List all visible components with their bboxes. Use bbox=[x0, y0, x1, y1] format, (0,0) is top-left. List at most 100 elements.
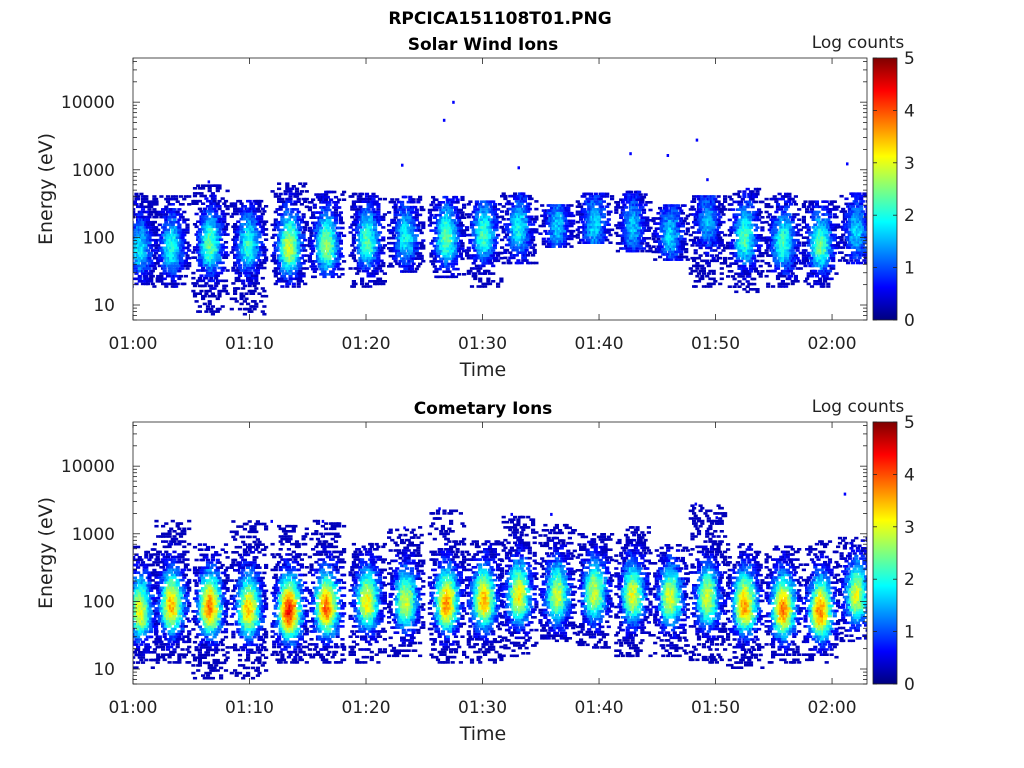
heatmap-cell bbox=[491, 272, 496, 275]
heatmap-cell bbox=[217, 225, 222, 229]
heatmap-cell bbox=[531, 230, 536, 234]
heatmap-cell bbox=[139, 213, 144, 216]
heatmap-cell bbox=[254, 210, 259, 213]
heatmap-cell bbox=[291, 226, 296, 229]
heatmap-cell bbox=[144, 244, 149, 247]
heatmap-cell bbox=[432, 244, 437, 248]
heatmap-cell bbox=[202, 207, 207, 211]
heatmap-cell bbox=[358, 244, 363, 247]
heatmap-cell bbox=[484, 205, 489, 209]
heatmap-cell bbox=[483, 285, 488, 288]
heatmap-cell bbox=[246, 302, 251, 306]
heatmap-cell bbox=[298, 277, 303, 281]
heatmap-cell bbox=[468, 269, 473, 273]
heatmap-cell bbox=[548, 224, 553, 228]
heatmap-cell bbox=[603, 236, 608, 239]
heatmap-cell bbox=[585, 236, 590, 239]
heatmap-cell bbox=[175, 274, 180, 278]
heatmap-cell bbox=[327, 262, 332, 266]
heatmap-cell bbox=[487, 259, 493, 263]
heatmap-cell bbox=[272, 228, 277, 232]
heatmap-cell bbox=[217, 187, 222, 190]
heatmap-cell bbox=[414, 257, 419, 260]
heatmap-cell bbox=[403, 221, 408, 224]
heatmap-cell bbox=[432, 237, 437, 240]
heatmap-cell bbox=[514, 200, 519, 203]
heatmap-cell bbox=[330, 213, 335, 217]
heatmap-cell bbox=[637, 229, 642, 232]
heatmap-cell bbox=[338, 219, 343, 222]
heatmap-cell bbox=[311, 213, 316, 217]
heatmap-cell bbox=[172, 251, 177, 255]
heatmap-cell bbox=[209, 276, 214, 280]
heatmap-cell bbox=[301, 272, 306, 275]
heatmap-cell bbox=[199, 259, 204, 262]
heatmap-cell bbox=[291, 223, 296, 227]
heatmap-cell bbox=[501, 261, 506, 265]
heatmap-cell bbox=[133, 213, 137, 216]
heatmap-cell bbox=[192, 294, 198, 298]
heatmap-cell bbox=[202, 302, 207, 306]
heatmap-cell bbox=[291, 285, 296, 288]
heatmap-cell bbox=[159, 236, 164, 239]
heatmap-cell bbox=[338, 242, 343, 245]
heatmap-cell bbox=[605, 220, 610, 224]
heatmap-cell bbox=[291, 228, 296, 232]
heatmap-cell bbox=[521, 192, 526, 195]
heatmap-cell bbox=[209, 310, 214, 313]
heatmap-cell bbox=[664, 209, 669, 213]
heatmap-cell bbox=[244, 307, 249, 311]
heatmap-cell bbox=[587, 223, 592, 226]
heatmap-cell bbox=[330, 265, 335, 268]
heatmap-cell bbox=[455, 255, 460, 258]
heatmap-cell bbox=[333, 211, 339, 214]
heatmap-cell bbox=[624, 231, 629, 235]
heatmap-cell bbox=[516, 261, 521, 265]
heatmap-cell bbox=[513, 207, 518, 211]
heatmap-cell bbox=[288, 200, 293, 203]
heatmap-cell bbox=[373, 223, 378, 227]
heatmap-cell bbox=[627, 195, 632, 199]
heatmap-cell bbox=[358, 200, 363, 203]
heatmap-cell bbox=[534, 215, 539, 219]
heatmap-cell bbox=[223, 241, 229, 244]
heatmap-cell bbox=[154, 246, 159, 250]
heatmap-cell bbox=[437, 275, 442, 279]
heatmap-cell bbox=[418, 229, 423, 232]
heatmap-cell bbox=[524, 259, 529, 262]
heatmap-cell bbox=[312, 206, 317, 209]
heatmap-cell bbox=[622, 247, 627, 250]
heatmap-cell bbox=[242, 312, 247, 316]
heatmap-cell bbox=[303, 249, 308, 252]
heatmap-cell bbox=[237, 199, 243, 203]
heatmap-cell bbox=[237, 271, 243, 275]
heatmap-cell bbox=[325, 234, 330, 237]
heatmap-cell bbox=[619, 216, 624, 219]
heatmap-cell bbox=[356, 215, 361, 219]
heatmap-cell bbox=[174, 285, 179, 288]
heatmap-cell bbox=[390, 265, 395, 268]
heatmap-cell bbox=[317, 198, 322, 201]
heatmap-cell bbox=[311, 262, 316, 266]
heatmap-cell bbox=[281, 244, 287, 247]
heatmap-cell bbox=[134, 267, 139, 270]
heatmap-cell bbox=[327, 255, 332, 258]
heatmap-cell bbox=[237, 259, 243, 262]
heatmap-cell bbox=[177, 218, 182, 221]
heatmap-cell bbox=[421, 244, 426, 248]
heatmap-cell bbox=[134, 203, 139, 206]
heatmap-cell bbox=[434, 239, 439, 243]
heatmap-cell bbox=[434, 267, 439, 271]
heatmap-cell bbox=[606, 218, 611, 221]
heatmap-cell bbox=[487, 203, 493, 206]
heatmap-cell bbox=[534, 228, 539, 231]
heatmap-cell bbox=[244, 292, 249, 295]
heatmap-cell bbox=[185, 241, 190, 245]
heatmap-cell bbox=[197, 276, 202, 280]
heatmap-cell bbox=[156, 259, 161, 263]
heatmap-cell bbox=[619, 242, 624, 245]
heatmap-cell bbox=[658, 242, 663, 246]
heatmap-cell bbox=[432, 216, 437, 219]
heatmap-cell bbox=[327, 257, 332, 261]
heatmap-cell bbox=[290, 241, 295, 245]
